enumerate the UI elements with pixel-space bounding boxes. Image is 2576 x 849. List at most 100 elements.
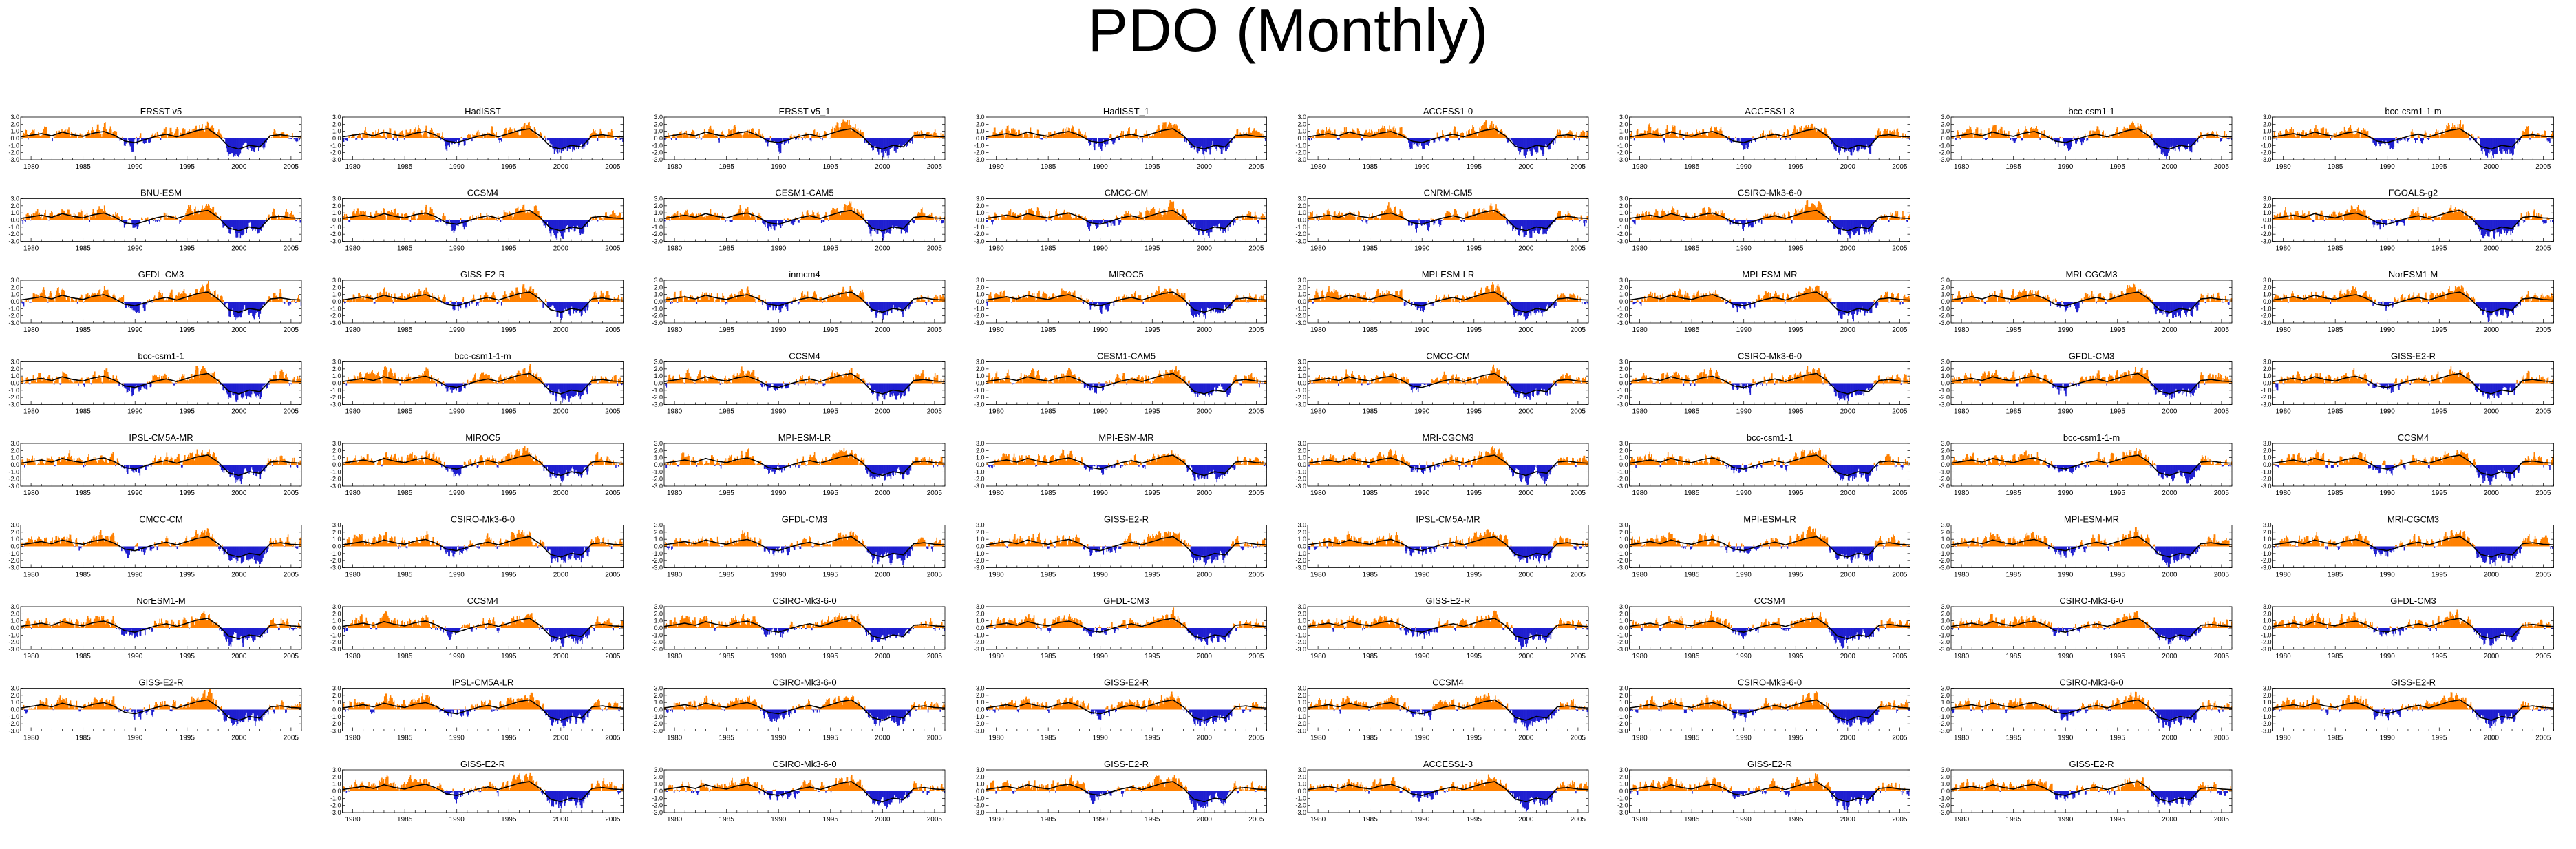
x-tick-label: 2000 [553,245,569,253]
smoothed-line [2272,128,2554,150]
pdo-bar [296,138,297,143]
pdo-bar [462,220,465,227]
pdo-bar [893,138,895,151]
pdo-bar [248,138,250,145]
pdo-bar [2147,136,2149,138]
pdo-bar [2206,133,2208,138]
pdo-bar [1540,138,1542,150]
pdo-bar [2431,135,2433,138]
pdo-bar [1826,131,1827,138]
pdo-bar [1092,138,1093,140]
pdo-bar [1152,134,1153,138]
pdo-bar [1703,129,1705,138]
pdo-bar [348,135,350,138]
pdo-bar [496,132,497,138]
pdo-bar [96,129,98,138]
pdo-bar [1520,138,1522,150]
pdo-bar [1813,128,1815,138]
pdo-bar [76,216,78,220]
pdo-bar [1849,138,1851,152]
pdo-bar [1990,136,1992,138]
pdo-bar [65,213,67,220]
pdo-bar [1162,125,1163,138]
pdo-bar [1860,138,1862,149]
pdo-bar [788,218,789,220]
pdo-bar [1746,138,1748,149]
pdo-bar [2511,138,2513,154]
pdo-bar [805,138,806,139]
pdo-bar [779,138,781,154]
pdo-bar [368,217,369,220]
pdo-bar [666,136,668,138]
pdo-bar [2103,130,2104,138]
pdo-bar [262,220,263,228]
pdo-bar [114,216,116,220]
pdo-bar [345,213,348,220]
pdo-bar [416,129,418,138]
pdo-bar [1888,136,1890,138]
pdo-bar [106,213,108,220]
pdo-bar [788,138,789,144]
pdo-bar [1752,138,1753,139]
y-tick-label: -2.0 [8,231,19,238]
x-tick-label: 1980 [23,163,39,171]
pdo-bar [198,214,200,220]
pdo-bar [2509,138,2511,154]
x-tick-label: 1995 [180,163,195,171]
pdo-bar [1720,126,1722,138]
pdo-bar [771,138,773,142]
pdo-bar [708,129,710,138]
pdo-bar [1160,133,1162,138]
pdo-bar [209,208,211,220]
pdo-bar [42,218,44,220]
pdo-bar [145,218,146,220]
pdo-bar [767,138,769,147]
y-tick-label: -1.0 [1617,142,1628,149]
pdo-bar [1517,138,1519,150]
pdo-bar [552,138,553,149]
pdo-bar [167,218,169,220]
pdo-bar [1853,138,1855,151]
pdo-bar [59,133,61,138]
pdo-bar [1038,129,1039,138]
pdo-bar [186,132,188,138]
pdo-bar [1387,129,1389,138]
pdo-bar [60,132,62,138]
pdo-bar [490,216,492,220]
pdo-bar [209,205,210,220]
pdo-bar [265,220,266,222]
pdo-bar [166,213,168,220]
pdo-bar [2396,136,2397,138]
pdo-bar [54,215,56,220]
pdo-bar [416,134,418,138]
pdo-bar [1493,128,1495,138]
pdo-bar [1065,131,1067,138]
pdo-bar [297,137,299,138]
pdo-bar [1699,132,1701,138]
pdo-bar [683,134,685,138]
pdo-bar [153,220,155,221]
pdo-bar [570,138,572,146]
pdo-bar [485,218,487,220]
pdo-bar [2528,134,2530,138]
pdo-bar [1331,133,1332,138]
y-tick-label: 1.0 [10,209,19,216]
pdo-bar [435,136,436,138]
pdo-bar [190,129,192,138]
pdo-bar [2332,135,2333,138]
pdo-bar [1103,218,1105,220]
pdo-bar [462,220,463,224]
pdo-bar [408,220,409,221]
pdo-bar [518,134,520,138]
pdo-bar [736,132,738,138]
pdo-bar [511,129,513,138]
pdo-bar [215,135,217,138]
pdo-bar [1362,220,1363,223]
pdo-bar [1133,132,1136,138]
pdo-bar [473,135,475,138]
panel-title: bcc-csm1-1 [2068,106,2114,116]
pdo-bar [597,138,599,141]
x-tick-label: 1980 [1954,163,1970,171]
pdo-bar [2026,129,2028,138]
